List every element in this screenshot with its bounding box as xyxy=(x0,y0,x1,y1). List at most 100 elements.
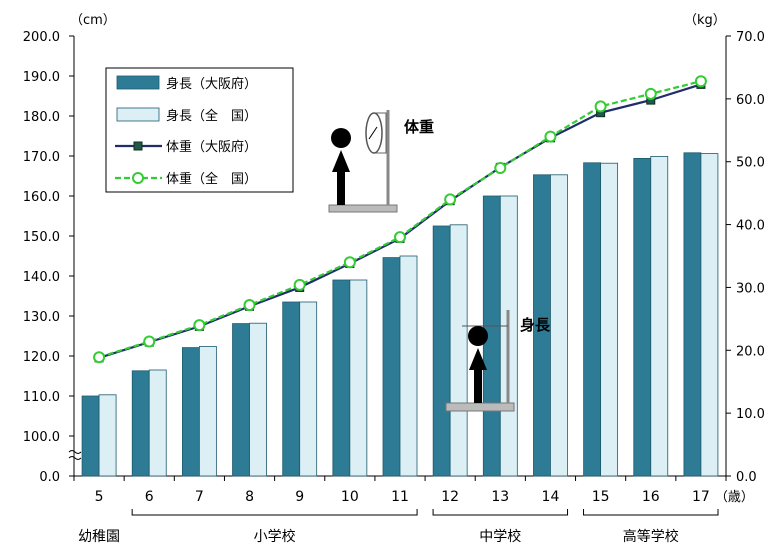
group-label: 高等学校 xyxy=(623,528,679,545)
x-tick-label: 17 xyxy=(692,489,710,505)
right-tick-label: 10.0 xyxy=(736,407,765,422)
height-label: 身長 xyxy=(520,316,551,334)
person-body xyxy=(469,348,487,403)
legend-marker xyxy=(133,141,143,151)
left-tick-label: 150.0 xyxy=(23,230,60,245)
bar-national xyxy=(299,301,318,477)
right-tick-label: 70.0 xyxy=(736,30,765,45)
x-tick-label: 15 xyxy=(592,489,610,505)
left-tick-label: 0.0 xyxy=(39,470,60,485)
x-tick-label: 9 xyxy=(295,489,304,505)
marker-weight-national xyxy=(143,335,156,348)
right-tick-label: 0.0 xyxy=(736,470,757,485)
right-unit-label: （kg） xyxy=(684,13,726,28)
bar-osaka xyxy=(332,279,351,477)
right-tick-label: 50.0 xyxy=(736,156,765,171)
marker-weight-national xyxy=(93,351,106,364)
bar-osaka xyxy=(583,162,602,477)
bar-national xyxy=(700,153,719,477)
right-tick-label: 20.0 xyxy=(736,344,765,359)
axis-break-mark xyxy=(68,450,82,460)
legend-label: 体重（大阪府） xyxy=(166,139,257,155)
weight-label: 体重 xyxy=(404,118,434,136)
person-body xyxy=(332,150,350,205)
bar-national xyxy=(249,322,267,477)
x-unit-label: （歳） xyxy=(715,490,754,505)
legend-label: 身長（大阪府） xyxy=(166,76,257,92)
left-tick-label: 180.0 xyxy=(23,110,60,125)
x-tick-label: 8 xyxy=(245,489,254,505)
left-unit-label: （cm） xyxy=(70,13,116,28)
bar-national xyxy=(650,155,669,477)
marker-weight-national xyxy=(193,319,206,332)
bar-osaka xyxy=(633,157,652,477)
bar-osaka xyxy=(232,323,250,477)
left-tick-label: 100.0 xyxy=(23,430,60,445)
marker-weight-national xyxy=(544,130,557,143)
left-tick-label: 200.0 xyxy=(23,30,60,45)
bar-national xyxy=(349,279,368,477)
left-tick-label: 170.0 xyxy=(23,150,60,165)
person-head xyxy=(331,128,351,148)
left-tick-label: 110.0 xyxy=(23,390,60,405)
x-tick-label: 7 xyxy=(195,489,204,505)
left-tick-label: 140.0 xyxy=(23,270,60,285)
legend-marker xyxy=(132,172,144,184)
scale-base xyxy=(328,204,398,213)
bar-osaka xyxy=(683,152,702,477)
group-bracket xyxy=(583,509,719,516)
marker-weight-national xyxy=(243,299,256,312)
x-tick-label: 12 xyxy=(441,489,459,505)
x-tick-label: 6 xyxy=(145,489,154,505)
legend-label: 身長（全 国） xyxy=(166,108,257,124)
marker-weight-national xyxy=(343,256,356,269)
bar-national xyxy=(600,162,619,477)
x-tick-label: 11 xyxy=(391,489,409,505)
group-label: 小学校 xyxy=(254,528,296,545)
x-tick-label: 16 xyxy=(642,489,660,505)
bar-national xyxy=(148,369,167,477)
right-tick-label: 60.0 xyxy=(736,93,765,108)
group-label: 幼稚園 xyxy=(78,529,120,545)
school-groups: 幼稚園 小学校 中学校 高等学校 xyxy=(78,509,719,545)
left-tick-label: 130.0 xyxy=(23,310,60,325)
x-tick-label: 5 xyxy=(95,489,104,505)
right-tick-label: 30.0 xyxy=(736,281,765,296)
marker-weight-national xyxy=(494,162,507,174)
group-label: 中学校 xyxy=(479,528,521,545)
bar-national xyxy=(98,394,117,477)
bar-osaka xyxy=(181,347,200,477)
marker-weight-national xyxy=(594,100,607,113)
bar-osaka xyxy=(282,301,301,477)
bar-osaka xyxy=(131,370,150,477)
bars xyxy=(81,152,719,477)
stadiometer-base xyxy=(445,402,515,412)
lines xyxy=(93,75,707,364)
left-tick-label: 120.0 xyxy=(23,350,60,365)
bar-national xyxy=(399,255,418,477)
group-bracket xyxy=(432,509,569,516)
marker-weight-national xyxy=(694,75,707,88)
legend-swatch xyxy=(116,107,160,122)
bar-osaka xyxy=(432,225,451,477)
marker-weight-national xyxy=(644,87,657,100)
marker-weight-national xyxy=(444,193,457,206)
scale-dial xyxy=(365,112,383,154)
legend-swatch xyxy=(116,75,160,90)
right-tick-label: 40.0 xyxy=(736,219,765,234)
x-tick-label: 14 xyxy=(542,489,560,505)
marker-weight-national xyxy=(394,231,406,244)
group-bracket xyxy=(131,509,418,516)
left-tick-label: 190.0 xyxy=(23,70,60,85)
person-head xyxy=(468,326,488,346)
legend-label: 体重（全 国） xyxy=(166,171,257,187)
x-tick-label: 10 xyxy=(341,489,359,505)
scale-needle xyxy=(368,126,378,140)
bar-osaka xyxy=(382,257,401,477)
bar-national xyxy=(198,345,217,477)
axes: 0.0 100.0 110.0 120.0 130.0 140.0 150.0 16 0.0 17… xyxy=(23,13,765,505)
bar-osaka xyxy=(81,395,100,477)
bar-national xyxy=(550,174,568,477)
